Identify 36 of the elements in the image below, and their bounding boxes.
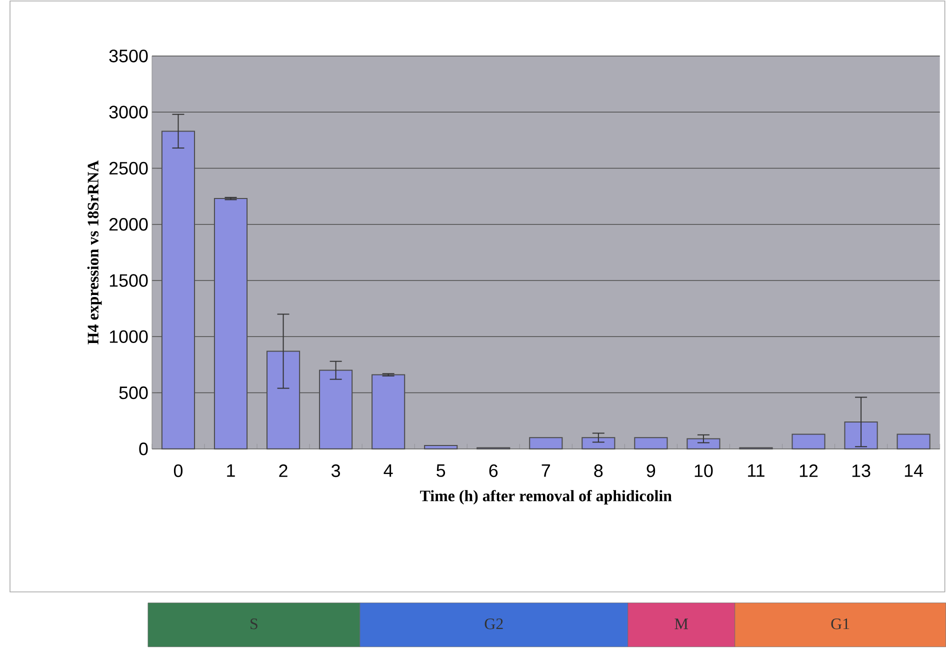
x-tick-label: 10 bbox=[694, 464, 713, 478]
x-tick-label: 1 bbox=[227, 464, 235, 477]
bar bbox=[582, 437, 616, 450]
y-axis-title: H4 expression vs 18SrRNA bbox=[87, 160, 102, 344]
y-tick-label: 1500 bbox=[110, 274, 148, 287]
bar bbox=[792, 434, 826, 450]
y-tick-label: 1000 bbox=[110, 330, 148, 344]
text: S bbox=[250, 618, 258, 630]
y-tick-label: 3500 bbox=[109, 50, 148, 62]
bar bbox=[529, 437, 563, 450]
x-tick-label: 11 bbox=[748, 464, 764, 477]
bar bbox=[896, 434, 930, 450]
x-tick-label: 5 bbox=[436, 464, 446, 477]
y-tick-label: 2500 bbox=[109, 162, 148, 175]
y-tick-label: 0 bbox=[139, 442, 148, 456]
x-tick-label: 12 bbox=[800, 464, 818, 477]
x-tick-label: 7 bbox=[542, 464, 550, 477]
x-tick-label: 6 bbox=[489, 464, 498, 478]
y-tick-label: 500 bbox=[119, 386, 148, 400]
x-tick-label: 14 bbox=[904, 464, 924, 477]
text: G2 bbox=[484, 618, 503, 630]
x-tick-label: 0 bbox=[174, 464, 183, 478]
x-axis-title: Time (h) after removal of aphidicolin bbox=[420, 490, 672, 505]
x-tick-label: 9 bbox=[646, 464, 656, 478]
y-tick-label: 2000 bbox=[109, 218, 148, 231]
bar bbox=[634, 437, 668, 450]
x-tick-label: 3 bbox=[332, 464, 340, 478]
bar bbox=[686, 438, 720, 450]
text: G1 bbox=[831, 618, 850, 630]
text: M bbox=[674, 618, 688, 630]
x-tick-label: 13 bbox=[852, 464, 870, 478]
bar bbox=[424, 445, 458, 450]
x-tick-label: 2 bbox=[279, 464, 288, 477]
x-tick-label: 4 bbox=[384, 464, 393, 477]
x-tick-label: 8 bbox=[594, 464, 603, 478]
y-tick-label: 3000 bbox=[109, 106, 148, 119]
